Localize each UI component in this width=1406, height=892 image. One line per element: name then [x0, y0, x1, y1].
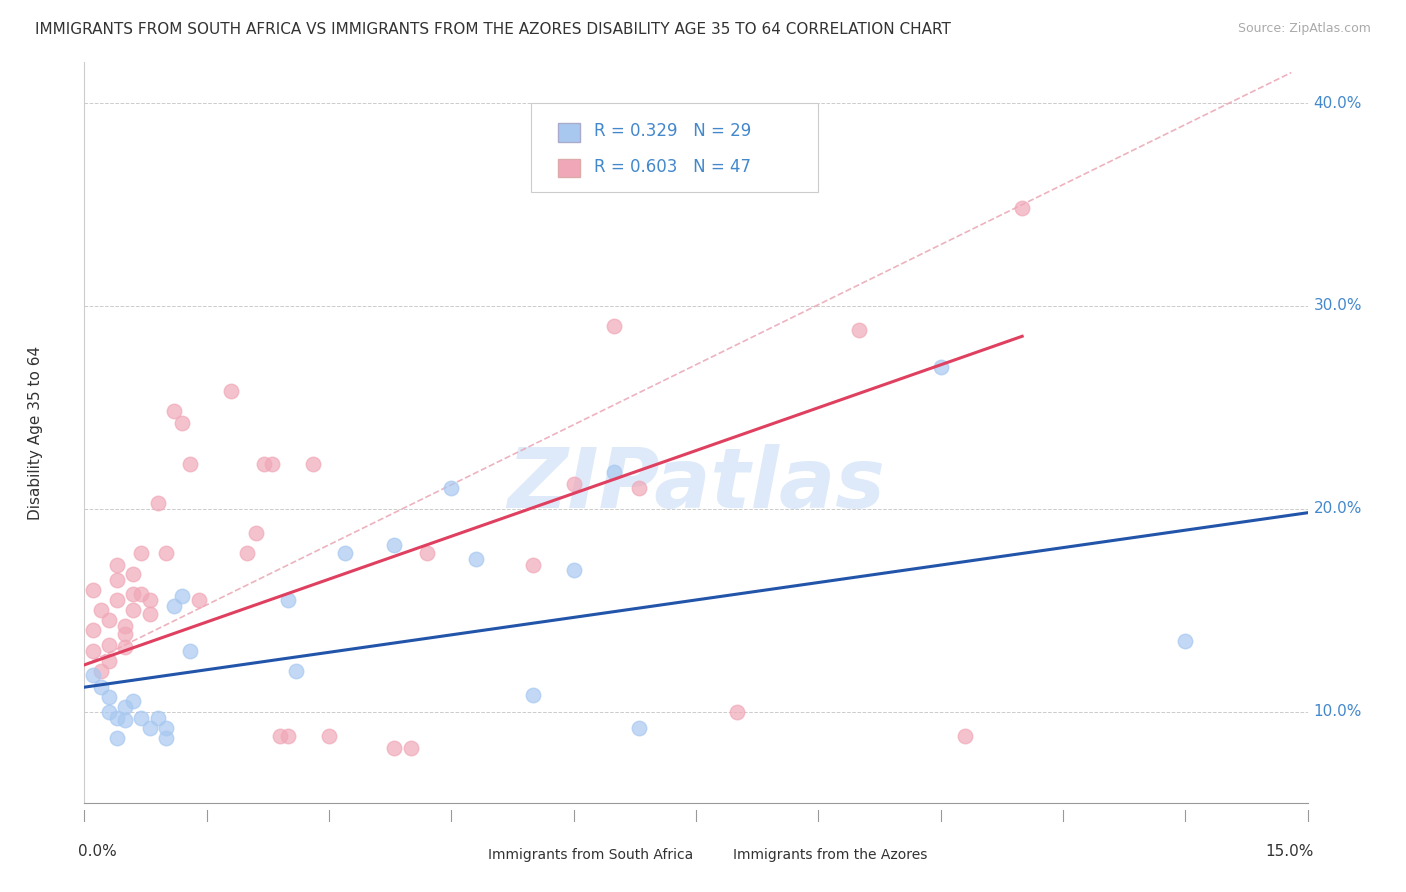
- Point: [277, 729, 299, 743]
- Point: [97, 638, 120, 652]
- Text: 40.0%: 40.0%: [1313, 95, 1362, 111]
- Text: Immigrants from the Azores: Immigrants from the Azores: [733, 847, 927, 862]
- Point: [603, 319, 626, 334]
- Point: [269, 729, 291, 743]
- Point: [105, 710, 128, 724]
- Point: [131, 546, 153, 560]
- Point: [131, 710, 153, 724]
- Point: [114, 640, 136, 654]
- Point: [155, 721, 177, 735]
- Point: [440, 482, 463, 496]
- Point: [97, 690, 120, 705]
- Text: 20.0%: 20.0%: [1313, 501, 1362, 516]
- Text: 15.0%: 15.0%: [1265, 844, 1313, 858]
- Text: 30.0%: 30.0%: [1313, 298, 1362, 313]
- Point: [82, 582, 104, 597]
- FancyBboxPatch shape: [558, 159, 579, 178]
- Point: [122, 694, 145, 708]
- FancyBboxPatch shape: [702, 846, 727, 862]
- Point: [464, 552, 486, 566]
- Text: R = 0.603   N = 47: R = 0.603 N = 47: [595, 158, 751, 176]
- Point: [277, 593, 299, 607]
- Point: [122, 587, 145, 601]
- Point: [82, 643, 104, 657]
- Point: [131, 587, 153, 601]
- Text: 0.0%: 0.0%: [79, 844, 117, 858]
- FancyBboxPatch shape: [457, 846, 482, 862]
- Point: [155, 731, 177, 745]
- Point: [382, 741, 405, 756]
- FancyBboxPatch shape: [531, 103, 818, 192]
- Point: [1174, 633, 1197, 648]
- Point: [260, 457, 283, 471]
- Point: [522, 688, 544, 702]
- Point: [929, 359, 952, 374]
- FancyBboxPatch shape: [558, 123, 579, 142]
- Point: [82, 668, 104, 682]
- Point: [382, 538, 405, 552]
- Text: IMMIGRANTS FROM SOUTH AFRICA VS IMMIGRANTS FROM THE AZORES DISABILITY AGE 35 TO : IMMIGRANTS FROM SOUTH AFRICA VS IMMIGRAN…: [35, 22, 950, 37]
- Point: [953, 729, 976, 743]
- Point: [122, 603, 145, 617]
- Point: [163, 404, 186, 418]
- Point: [522, 558, 544, 573]
- Point: [285, 664, 308, 678]
- Point: [105, 558, 128, 573]
- Text: Source: ZipAtlas.com: Source: ZipAtlas.com: [1237, 22, 1371, 36]
- Point: [114, 627, 136, 641]
- Point: [146, 495, 169, 509]
- Point: [562, 562, 585, 576]
- Point: [138, 607, 160, 622]
- Point: [114, 619, 136, 633]
- Point: [138, 721, 160, 735]
- Point: [97, 654, 120, 668]
- Point: [122, 566, 145, 581]
- Point: [97, 705, 120, 719]
- Text: R = 0.329   N = 29: R = 0.329 N = 29: [595, 122, 752, 140]
- Point: [335, 546, 357, 560]
- Point: [172, 589, 194, 603]
- Point: [318, 729, 340, 743]
- Point: [105, 573, 128, 587]
- Point: [603, 465, 626, 479]
- Point: [399, 741, 422, 756]
- Point: [253, 457, 276, 471]
- Point: [219, 384, 242, 398]
- Point: [179, 457, 201, 471]
- Point: [236, 546, 259, 560]
- Text: Immigrants from South Africa: Immigrants from South Africa: [488, 847, 693, 862]
- Point: [105, 593, 128, 607]
- Point: [627, 721, 650, 735]
- Point: [562, 477, 585, 491]
- Point: [105, 731, 128, 745]
- Point: [146, 710, 169, 724]
- Point: [725, 705, 748, 719]
- Point: [90, 664, 112, 678]
- Point: [90, 680, 112, 694]
- Text: 10.0%: 10.0%: [1313, 704, 1362, 719]
- Point: [97, 613, 120, 627]
- Point: [179, 643, 201, 657]
- Text: Disability Age 35 to 64: Disability Age 35 to 64: [28, 345, 44, 520]
- Point: [163, 599, 186, 613]
- Point: [82, 624, 104, 638]
- Point: [90, 603, 112, 617]
- Point: [114, 713, 136, 727]
- Point: [416, 546, 439, 560]
- Point: [114, 700, 136, 714]
- Point: [155, 546, 177, 560]
- Point: [138, 593, 160, 607]
- Point: [172, 417, 194, 431]
- Point: [301, 457, 323, 471]
- Point: [187, 593, 209, 607]
- Point: [245, 526, 267, 541]
- Text: ZIPatlas: ZIPatlas: [508, 444, 884, 525]
- Point: [848, 323, 870, 337]
- Point: [1011, 202, 1033, 216]
- Point: [627, 482, 650, 496]
